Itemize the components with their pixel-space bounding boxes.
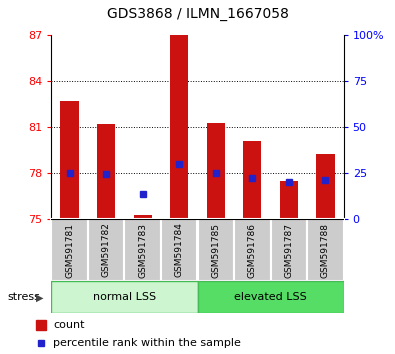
Text: GSM591785: GSM591785 [211, 223, 220, 278]
Bar [60, 101, 79, 219]
Text: GSM591784: GSM591784 [175, 223, 184, 278]
Text: ▶: ▶ [36, 292, 43, 302]
Text: elevated LSS: elevated LSS [234, 292, 307, 302]
Bar [198, 219, 234, 281]
Bar [198, 281, 344, 313]
Text: percentile rank within the sample: percentile rank within the sample [53, 338, 241, 348]
Text: GSM591783: GSM591783 [138, 223, 147, 278]
Bar [51, 219, 88, 281]
Bar [97, 124, 115, 219]
Text: count: count [53, 320, 85, 330]
Bar [243, 141, 261, 219]
Text: stress: stress [8, 292, 41, 302]
Text: GDS3868 / ILMN_1667058: GDS3868 / ILMN_1667058 [107, 7, 288, 21]
Bar [207, 123, 225, 219]
Bar [271, 219, 307, 281]
Bar [280, 181, 298, 219]
Bar [134, 215, 152, 219]
Bar [161, 219, 198, 281]
Bar [316, 154, 335, 219]
Bar [88, 219, 124, 281]
Text: GSM591787: GSM591787 [284, 223, 293, 278]
Bar [234, 219, 271, 281]
Bar [51, 281, 198, 313]
Bar [307, 219, 344, 281]
Text: normal LSS: normal LSS [93, 292, 156, 302]
Text: GSM591781: GSM591781 [65, 223, 74, 278]
Text: GSM591788: GSM591788 [321, 223, 330, 278]
Text: GSM591786: GSM591786 [248, 223, 257, 278]
Bar [170, 35, 188, 219]
Bar [124, 219, 161, 281]
Text: GSM591782: GSM591782 [102, 223, 111, 278]
